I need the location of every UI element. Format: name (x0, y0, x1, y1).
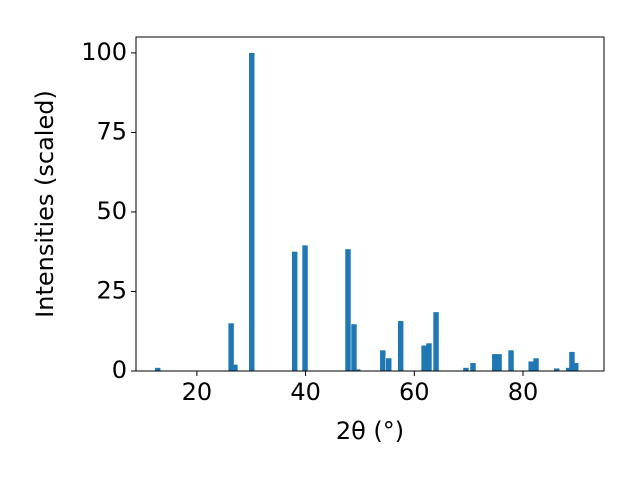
bar (380, 350, 386, 371)
y-tick-label: 75 (96, 117, 127, 145)
x-tick-label: 20 (182, 378, 213, 406)
bar (470, 363, 476, 371)
x-tick-label: 40 (290, 378, 321, 406)
y-tick-label: 0 (112, 356, 127, 384)
x-tick-label: 80 (508, 378, 539, 406)
bar (155, 367, 161, 371)
y-tick-label: 50 (96, 197, 127, 225)
x-axis-label: 2θ (°) (336, 417, 404, 445)
plot-frame (135, 36, 605, 372)
bar (292, 251, 298, 371)
bar (421, 345, 427, 371)
bar (351, 324, 357, 371)
bar (565, 367, 572, 371)
bar (573, 363, 579, 371)
bar (249, 52, 255, 372)
bar (533, 358, 539, 371)
bar (492, 354, 498, 371)
bar (553, 368, 560, 371)
bar (355, 369, 361, 371)
bar (345, 249, 351, 371)
bar (302, 245, 308, 371)
bar (528, 361, 534, 371)
y-tick-label: 100 (81, 38, 127, 66)
bar (386, 358, 392, 371)
bar (496, 354, 502, 371)
bar (397, 321, 404, 371)
y-tick-label: 25 (96, 276, 127, 304)
bar (463, 367, 469, 371)
bar (232, 364, 238, 371)
bar (508, 350, 514, 371)
bar (569, 351, 575, 371)
x-tick-label: 60 (399, 378, 430, 406)
bar (426, 343, 432, 371)
bar (433, 312, 439, 371)
bar (228, 323, 234, 371)
y-axis-label: Intensities (scaled) (31, 90, 59, 318)
